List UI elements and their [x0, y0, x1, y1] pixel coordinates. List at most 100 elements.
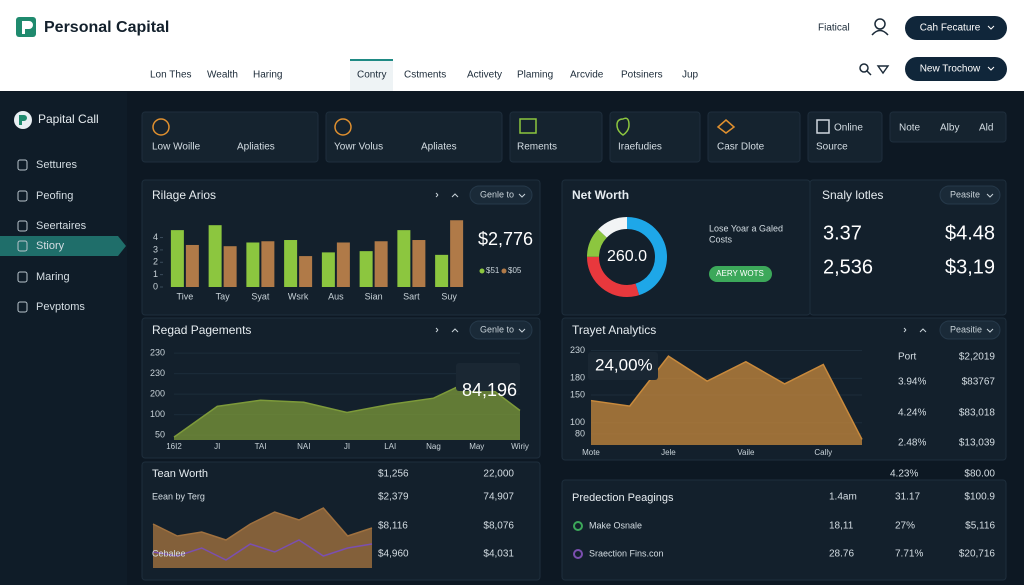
legend-label: $05 [508, 266, 522, 275]
chevron [987, 66, 995, 71]
chevron [518, 193, 526, 198]
button[interactable] [905, 57, 1007, 81]
x-tick-label: TAI [255, 442, 267, 451]
x-tick-label: Suy [441, 291, 457, 301]
bar [261, 241, 275, 287]
tile-label[interactable]: Ald [979, 123, 993, 134]
sidebar [0, 92, 127, 585]
tile-label[interactable]: Source [816, 142, 848, 153]
button-label[interactable]: Cah Fecature [920, 23, 981, 34]
button[interactable] [905, 16, 1007, 40]
nav-item[interactable]: Haring [253, 70, 282, 81]
dropdown-label[interactable]: Peasitie [950, 324, 982, 334]
stat-value: $3,19 [945, 256, 995, 278]
chevron [518, 328, 526, 333]
nav-item[interactable]: Wealth [207, 70, 238, 81]
x-tick-label: JI [214, 442, 220, 451]
panel-title: Regad Pagements [152, 323, 251, 337]
tile-label[interactable]: Iraefudies [618, 142, 662, 153]
y-tick-label: 100 [150, 409, 165, 419]
nav-item[interactable]: Cstments [404, 70, 446, 81]
dropdown[interactable] [469, 185, 533, 205]
bar [397, 230, 411, 287]
area-line [152, 539, 373, 561]
y-tick-label: 50 [155, 429, 165, 439]
pager[interactable] [435, 327, 459, 333]
sidebar-item[interactable]: Settures [36, 159, 77, 171]
tile-label[interactable]: Apliaties [237, 142, 275, 153]
pager[interactable] [903, 327, 927, 333]
tile-label[interactable]: Low Woille [152, 142, 201, 153]
nav-item[interactable]: Activety [467, 70, 502, 81]
sidebar-item[interactable]: Peofing [36, 190, 73, 202]
sidebar-item[interactable]: Seertaires [36, 220, 87, 232]
dropdown-label[interactable]: Genle to [480, 189, 514, 199]
pill-label[interactable]: AERY WOTS [716, 269, 764, 278]
table-cell: $5,116 [965, 521, 995, 532]
sidebar-item[interactable]: Maring [36, 271, 70, 283]
pill[interactable] [709, 266, 772, 282]
tile-label[interactable]: Alby [940, 123, 959, 134]
table-cell: 31.17 [895, 492, 920, 503]
dropdown[interactable] [939, 320, 1001, 340]
donut-center: 260.0 [607, 248, 647, 265]
table-cell: 4.23% [890, 469, 918, 480]
search-icon[interactable] [859, 63, 872, 76]
filter-icon[interactable] [876, 65, 890, 75]
kpi-value: 24,00% [595, 355, 653, 374]
dropdown-label[interactable]: Peasite [950, 189, 980, 199]
sidebar-item[interactable]: Pevptoms [36, 301, 85, 313]
logo [16, 17, 36, 37]
x-tick-label: Wiriy [511, 442, 529, 451]
bar [185, 244, 199, 287]
table-cell: $2,379 [378, 492, 409, 503]
y-tick-label: 200 [150, 388, 165, 398]
user-icon[interactable] [871, 18, 889, 36]
dropdown[interactable] [939, 185, 1001, 205]
table-cell: $8,076 [483, 521, 514, 532]
header-link[interactable]: Fiatical [818, 23, 850, 34]
kpi-box [588, 352, 658, 380]
button-label[interactable]: New Trochow [920, 64, 981, 75]
dropdown[interactable] [469, 320, 533, 340]
chevron [986, 328, 994, 333]
nav-item[interactable]: Lon Thes [150, 70, 192, 81]
nav-item[interactable]: Potsiners [621, 70, 663, 81]
dropdown-label[interactable]: Genle to [480, 324, 514, 334]
table-cell: 27% [895, 521, 915, 532]
x-tick-label: Tay [216, 291, 231, 301]
y-tick-label: 230 [570, 345, 585, 355]
tile-icons [152, 117, 830, 136]
nav-item[interactable]: Plaming [517, 70, 553, 81]
sidebar-icon [17, 301, 28, 313]
sidebar-icon [17, 271, 28, 283]
tile-label[interactable]: Rements [517, 142, 557, 153]
tile-label[interactable]: Online [834, 123, 863, 134]
tile-label[interactable]: Casr Dlote [717, 142, 765, 153]
pager[interactable] [435, 192, 459, 198]
table-cell: $13,039 [959, 438, 996, 449]
panel-title: Snaly lotles [822, 188, 883, 202]
sidebar-item[interactable]: Stiory [36, 240, 65, 252]
y-tick-label: 4 [153, 232, 158, 242]
x-tick-label: Jele [661, 448, 676, 457]
table-cell: $83767 [962, 377, 996, 388]
tile-label[interactable]: Note [899, 123, 921, 134]
bar [208, 225, 222, 287]
tile-label[interactable]: Apliates [421, 142, 457, 153]
kpi-box [456, 363, 520, 391]
sidebar-icon [17, 190, 28, 202]
bar [299, 256, 313, 287]
y-tick-label: 2 [153, 257, 158, 267]
y-tick-label: 230 [150, 347, 165, 357]
x-tick-label: Wsrk [288, 291, 309, 301]
nav-item[interactable]: Jup [682, 70, 699, 81]
stat-value: 3.37 [823, 222, 862, 244]
chevron [987, 25, 995, 30]
bar [336, 242, 350, 287]
sidebar-icon [17, 240, 28, 252]
tile-label[interactable]: Yowr Volus [334, 142, 383, 153]
nav-item[interactable]: Contry [357, 70, 386, 81]
nav-item[interactable]: Arcvide [570, 70, 604, 81]
